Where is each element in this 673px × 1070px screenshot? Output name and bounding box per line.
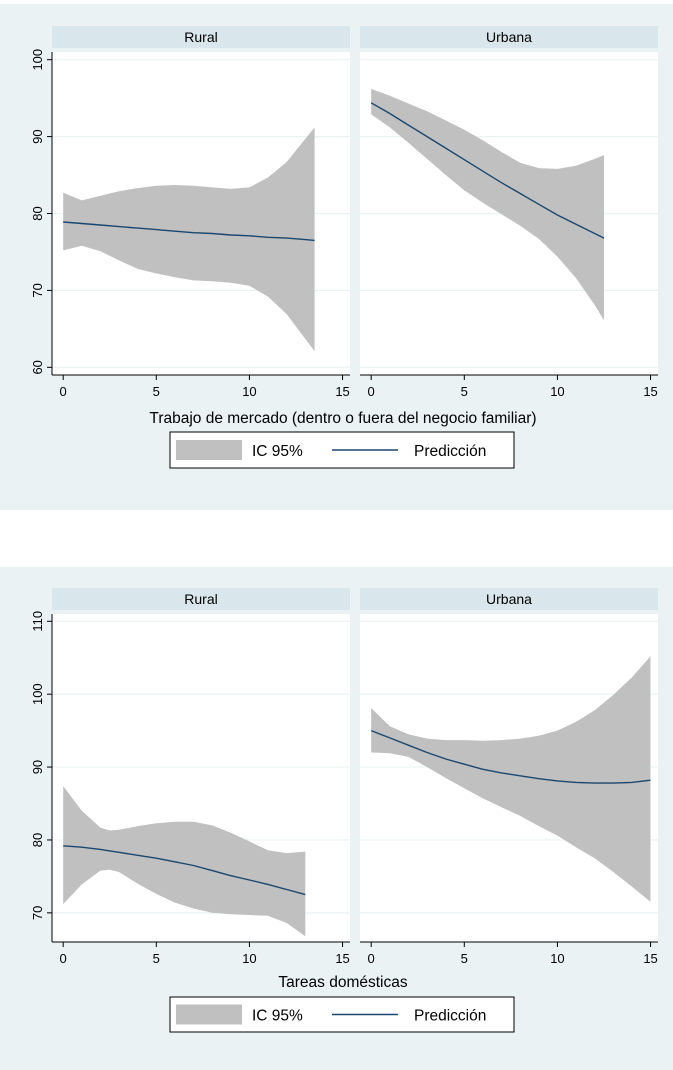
panel-strip bbox=[52, 588, 350, 610]
x-tick-label: 15 bbox=[335, 951, 349, 966]
panel-strip bbox=[52, 26, 350, 48]
y-tick-label: 80 bbox=[30, 833, 45, 847]
x-tick-label: 5 bbox=[461, 951, 468, 966]
panel-strip bbox=[360, 588, 658, 610]
ci-band bbox=[371, 88, 604, 321]
panel-urbana: Urbana 0 5 10 15 bbox=[360, 26, 658, 399]
legend-ci-swatch bbox=[176, 440, 242, 460]
panel-strip bbox=[360, 26, 658, 48]
legend-line-label: Predicción bbox=[414, 1008, 486, 1025]
ci-band bbox=[63, 127, 315, 352]
panel-title: Rural bbox=[184, 29, 217, 45]
prediction-line bbox=[63, 845, 306, 896]
legend-ci-label: IC 95% bbox=[252, 1008, 303, 1025]
y-tick-label: 90 bbox=[30, 129, 45, 143]
y-tick-label: 80 bbox=[30, 206, 45, 220]
x-tick-label: 0 bbox=[60, 951, 67, 966]
legend-line-label: Predicción bbox=[414, 443, 486, 460]
ci-band bbox=[63, 786, 306, 937]
legend-ci-swatch bbox=[176, 1004, 242, 1025]
legend: IC 95% Predicción bbox=[169, 431, 515, 469]
panel-rural: Rural 0 5 10 15 60 70 80 90 100 bbox=[30, 26, 350, 399]
y-tick-label: 100 bbox=[30, 683, 45, 705]
prediction-line bbox=[370, 729, 651, 784]
y-tick-label: 110 bbox=[30, 611, 45, 632]
x-tick-label: 10 bbox=[550, 951, 564, 966]
x-tick-label: 5 bbox=[153, 384, 160, 399]
x-tick-label: 10 bbox=[550, 384, 564, 399]
x-tick-label: 5 bbox=[153, 951, 160, 966]
panel-urbana: Urbana 0 5 10 15 bbox=[360, 588, 658, 966]
y-tick-label: 70 bbox=[30, 283, 45, 297]
ci-band bbox=[371, 656, 651, 902]
legend-ci-label: IC 95% bbox=[252, 443, 303, 460]
y-tick-label: 70 bbox=[30, 906, 45, 920]
figure-2: Rural 0 5 10 15 70 80 90 100 110 Urbana 0 5 10 15 Tarea… bbox=[0, 567, 673, 1070]
x-tick-label: 10 bbox=[242, 951, 256, 966]
panel-title: Rural bbox=[184, 591, 217, 607]
prediction-line bbox=[63, 221, 315, 242]
x-tick-label: 0 bbox=[368, 951, 375, 966]
x-tick-label: 15 bbox=[643, 384, 657, 399]
x-tick-label: 5 bbox=[461, 384, 468, 399]
panel-rural: Rural 0 5 10 15 70 80 90 100 110 bbox=[30, 588, 350, 966]
figure-1: Rural 0 5 10 15 60 70 80 90 100 Urbana 0 5 10 15 Trabaj… bbox=[0, 4, 673, 510]
x-tick-label: 10 bbox=[242, 384, 256, 399]
y-tick-label: 60 bbox=[30, 360, 45, 374]
legend: IC 95% Predicción bbox=[169, 996, 515, 1033]
y-tick-label: 100 bbox=[30, 49, 45, 71]
x-tick-label: 0 bbox=[368, 384, 375, 399]
x-tick-label: 0 bbox=[60, 384, 67, 399]
y-tick-label: 90 bbox=[30, 760, 45, 774]
panel-title: Urbana bbox=[486, 29, 532, 45]
x-axis-title: Tareas domésticas bbox=[278, 974, 407, 991]
x-tick-label: 15 bbox=[643, 951, 657, 966]
prediction-line bbox=[370, 102, 605, 239]
panel-title: Urbana bbox=[486, 591, 532, 607]
x-axis-title: Trabajo de mercado (dentro o fuera del n… bbox=[149, 410, 536, 427]
x-tick-label: 15 bbox=[335, 384, 349, 399]
